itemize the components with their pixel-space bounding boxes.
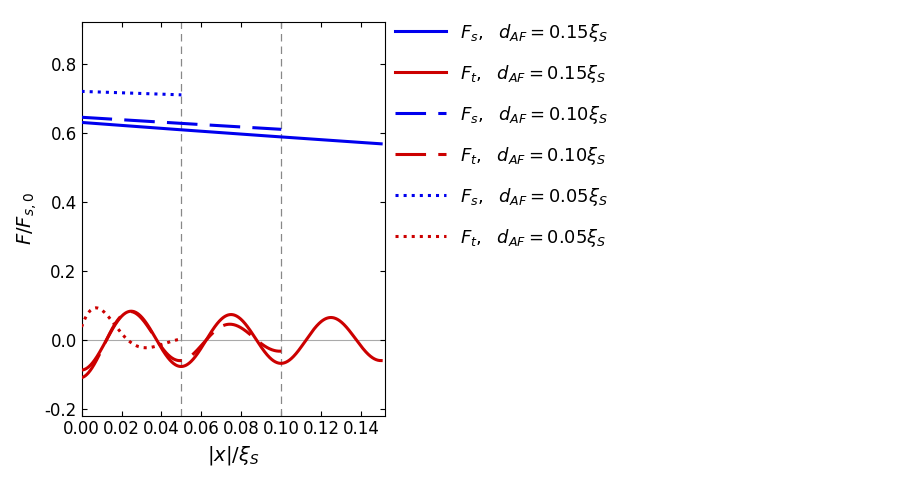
- X-axis label: $|x|/\xi_S$: $|x|/\xi_S$: [207, 444, 259, 467]
- Y-axis label: $F/F_{s,0}$: $F/F_{s,0}$: [15, 193, 39, 245]
- Legend: $F_s,\ \ d_{AF} = 0.15\xi_S$, $F_t,\ \ d_{AF} = 0.15\xi_S$, $F_s,\ \ d_{AF} = 0.: $F_s,\ \ d_{AF} = 0.15\xi_S$, $F_t,\ \ d…: [388, 14, 616, 256]
